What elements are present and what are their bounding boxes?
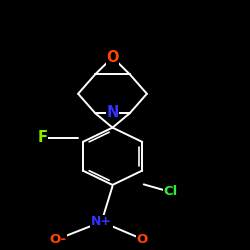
Text: F: F <box>37 130 47 145</box>
Text: Cl: Cl <box>163 186 178 198</box>
Text: N+: N+ <box>91 215 112 228</box>
Text: O: O <box>136 232 148 245</box>
Text: N: N <box>106 105 119 120</box>
Text: O: O <box>106 50 119 65</box>
Text: O-: O- <box>49 232 66 245</box>
